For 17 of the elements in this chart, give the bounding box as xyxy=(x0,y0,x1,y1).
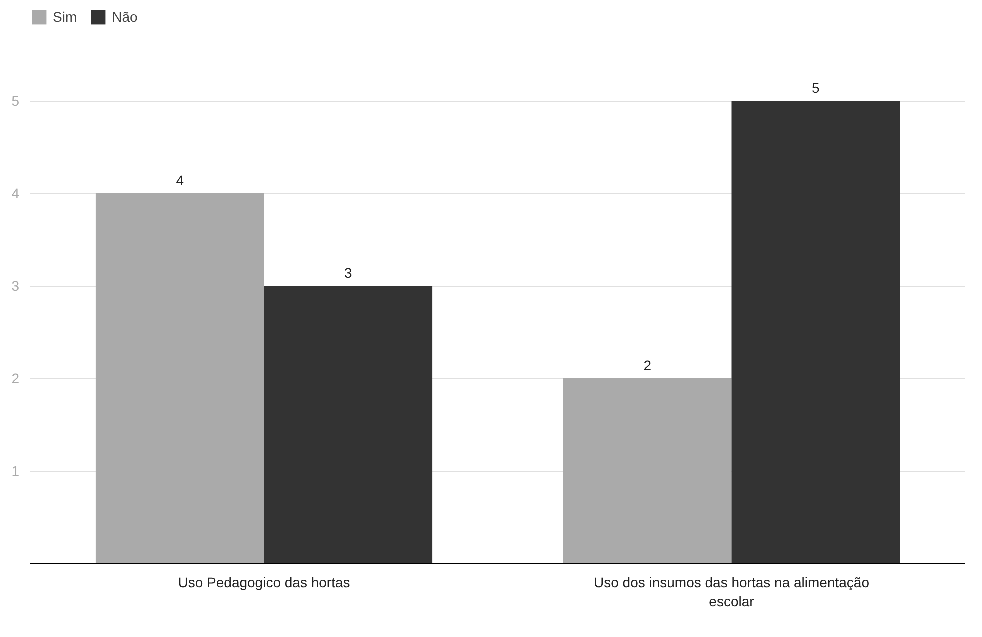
x-tick-label: Uso Pedagogico das hortas xyxy=(178,574,350,590)
bar xyxy=(732,101,900,564)
y-tick-label: 2 xyxy=(12,370,20,386)
y-tick-label: 5 xyxy=(12,93,20,109)
data-label: 2 xyxy=(644,358,652,374)
data-label: 5 xyxy=(812,80,820,96)
y-tick-label: 4 xyxy=(12,186,20,202)
legend-label: Sim xyxy=(53,9,78,25)
bar xyxy=(96,194,264,564)
bar xyxy=(563,378,732,564)
y-tick-label: 3 xyxy=(12,278,20,294)
data-label: 3 xyxy=(344,265,353,281)
data-label: 4 xyxy=(176,172,184,188)
bar xyxy=(264,286,433,564)
x-tick-label: Uso dos insumos das hortas na alimentação escolar xyxy=(594,574,870,610)
legend-label: Não xyxy=(112,9,138,25)
y-tick-label: 1 xyxy=(12,463,20,479)
